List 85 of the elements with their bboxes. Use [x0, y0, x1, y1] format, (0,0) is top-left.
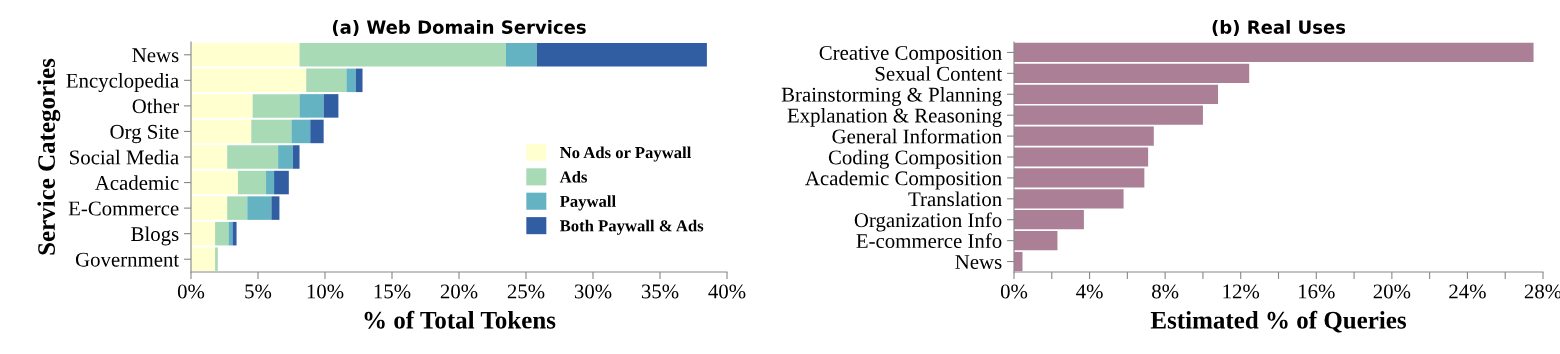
bar	[227, 145, 279, 169]
y-tick-label: Encyclopedia	[66, 73, 179, 93]
y-tick-label: Government	[75, 252, 180, 267]
y-tick-label: Creative Composition	[819, 45, 1002, 65]
x-tick-label: 8%	[1152, 284, 1179, 299]
y-tick-label: Coding Composition	[828, 149, 1002, 169]
bar	[191, 94, 253, 118]
y-tick-label: Academic	[94, 175, 179, 190]
y-tick-label: Brainstorming & Planning	[781, 87, 1002, 106]
x-axis-title: % of Total Tokens	[364, 310, 556, 329]
y-tick-label: News	[955, 255, 1002, 269]
x-tick-label: 5%	[245, 284, 272, 299]
bar	[1014, 210, 1084, 230]
y-tick-label: Blogs	[131, 226, 179, 246]
legend-label: Ads	[559, 170, 588, 183]
bar	[346, 68, 356, 93]
bar	[228, 221, 233, 246]
bar	[191, 145, 228, 169]
y-axis-title: Service Categories	[37, 58, 61, 255]
x-tick-label: 12%	[1223, 284, 1260, 299]
bar	[310, 119, 324, 144]
y-tick-label: News	[132, 48, 179, 63]
x-tick-label: 35%	[641, 284, 679, 299]
x-tick-label: 10%	[307, 284, 344, 299]
bar	[251, 119, 292, 144]
bar	[191, 119, 252, 144]
y-tick-label: Organization Info	[854, 212, 1002, 232]
legend-label: Paywall	[559, 195, 616, 211]
bar	[1014, 42, 1534, 63]
x-tick-label: 20%	[1373, 284, 1411, 299]
chart-title: (a) Web Domain Services	[332, 19, 586, 37]
y-tick-label: Social Media	[70, 149, 179, 165]
x-tick-label: 25%	[507, 284, 545, 299]
x-tick-label: 40%	[708, 284, 746, 299]
y-tick-label: E-Commerce	[68, 201, 179, 216]
bar	[215, 247, 218, 271]
x-tick-label: 0%	[177, 284, 205, 299]
bar	[247, 196, 272, 220]
bar	[191, 221, 216, 246]
bar	[191, 170, 238, 195]
bar	[505, 43, 537, 67]
chart-title: (b) Real Uses	[1212, 19, 1346, 37]
x-tick-label: 16%	[1299, 284, 1335, 299]
bar	[266, 170, 275, 195]
bar	[355, 68, 363, 93]
y-tick-label: Other	[132, 98, 180, 114]
bar	[252, 94, 300, 118]
x-tick-label: 30%	[574, 284, 612, 299]
bar	[306, 68, 347, 93]
bar	[232, 221, 237, 246]
bar	[292, 145, 300, 169]
y-tick-label: Translation	[908, 191, 1002, 207]
legend-label: Both Paywall & Ads	[559, 219, 704, 235]
bar	[1014, 231, 1058, 251]
bar	[271, 196, 280, 220]
bar	[274, 170, 289, 195]
bar	[191, 68, 307, 93]
y-tick-label: Sexual Content	[875, 66, 1003, 81]
x-axis-title: Estimated % of Queries	[1150, 310, 1406, 333]
bar	[1014, 84, 1219, 104]
bar	[1014, 251, 1023, 272]
bar	[237, 170, 267, 195]
bar	[536, 43, 707, 67]
y-tick-label: Academic Composition	[805, 170, 1002, 190]
y-tick-label: E-commerce Info	[856, 233, 1002, 249]
x-tick-label: 15%	[374, 284, 411, 299]
bar	[1014, 63, 1250, 83]
bar	[227, 196, 248, 220]
bar	[299, 43, 506, 67]
bar	[191, 43, 300, 67]
bar	[323, 94, 339, 118]
bar	[191, 247, 216, 271]
y-tick-label: Org Site	[110, 124, 179, 144]
x-tick-label: 20%	[440, 284, 478, 299]
bar	[191, 196, 228, 220]
bar	[291, 119, 311, 144]
x-tick-label: 0%	[1000, 284, 1028, 299]
bar	[278, 145, 293, 169]
y-tick-label: General Information	[832, 128, 1002, 144]
x-tick-label: 24%	[1449, 284, 1486, 299]
legend-label: No Ads or Paywall	[559, 146, 692, 162]
bar	[299, 94, 324, 118]
x-tick-label: 4%	[1076, 284, 1103, 299]
bar	[215, 221, 229, 246]
y-tick-label: Explanation & Reasoning	[787, 107, 1002, 127]
